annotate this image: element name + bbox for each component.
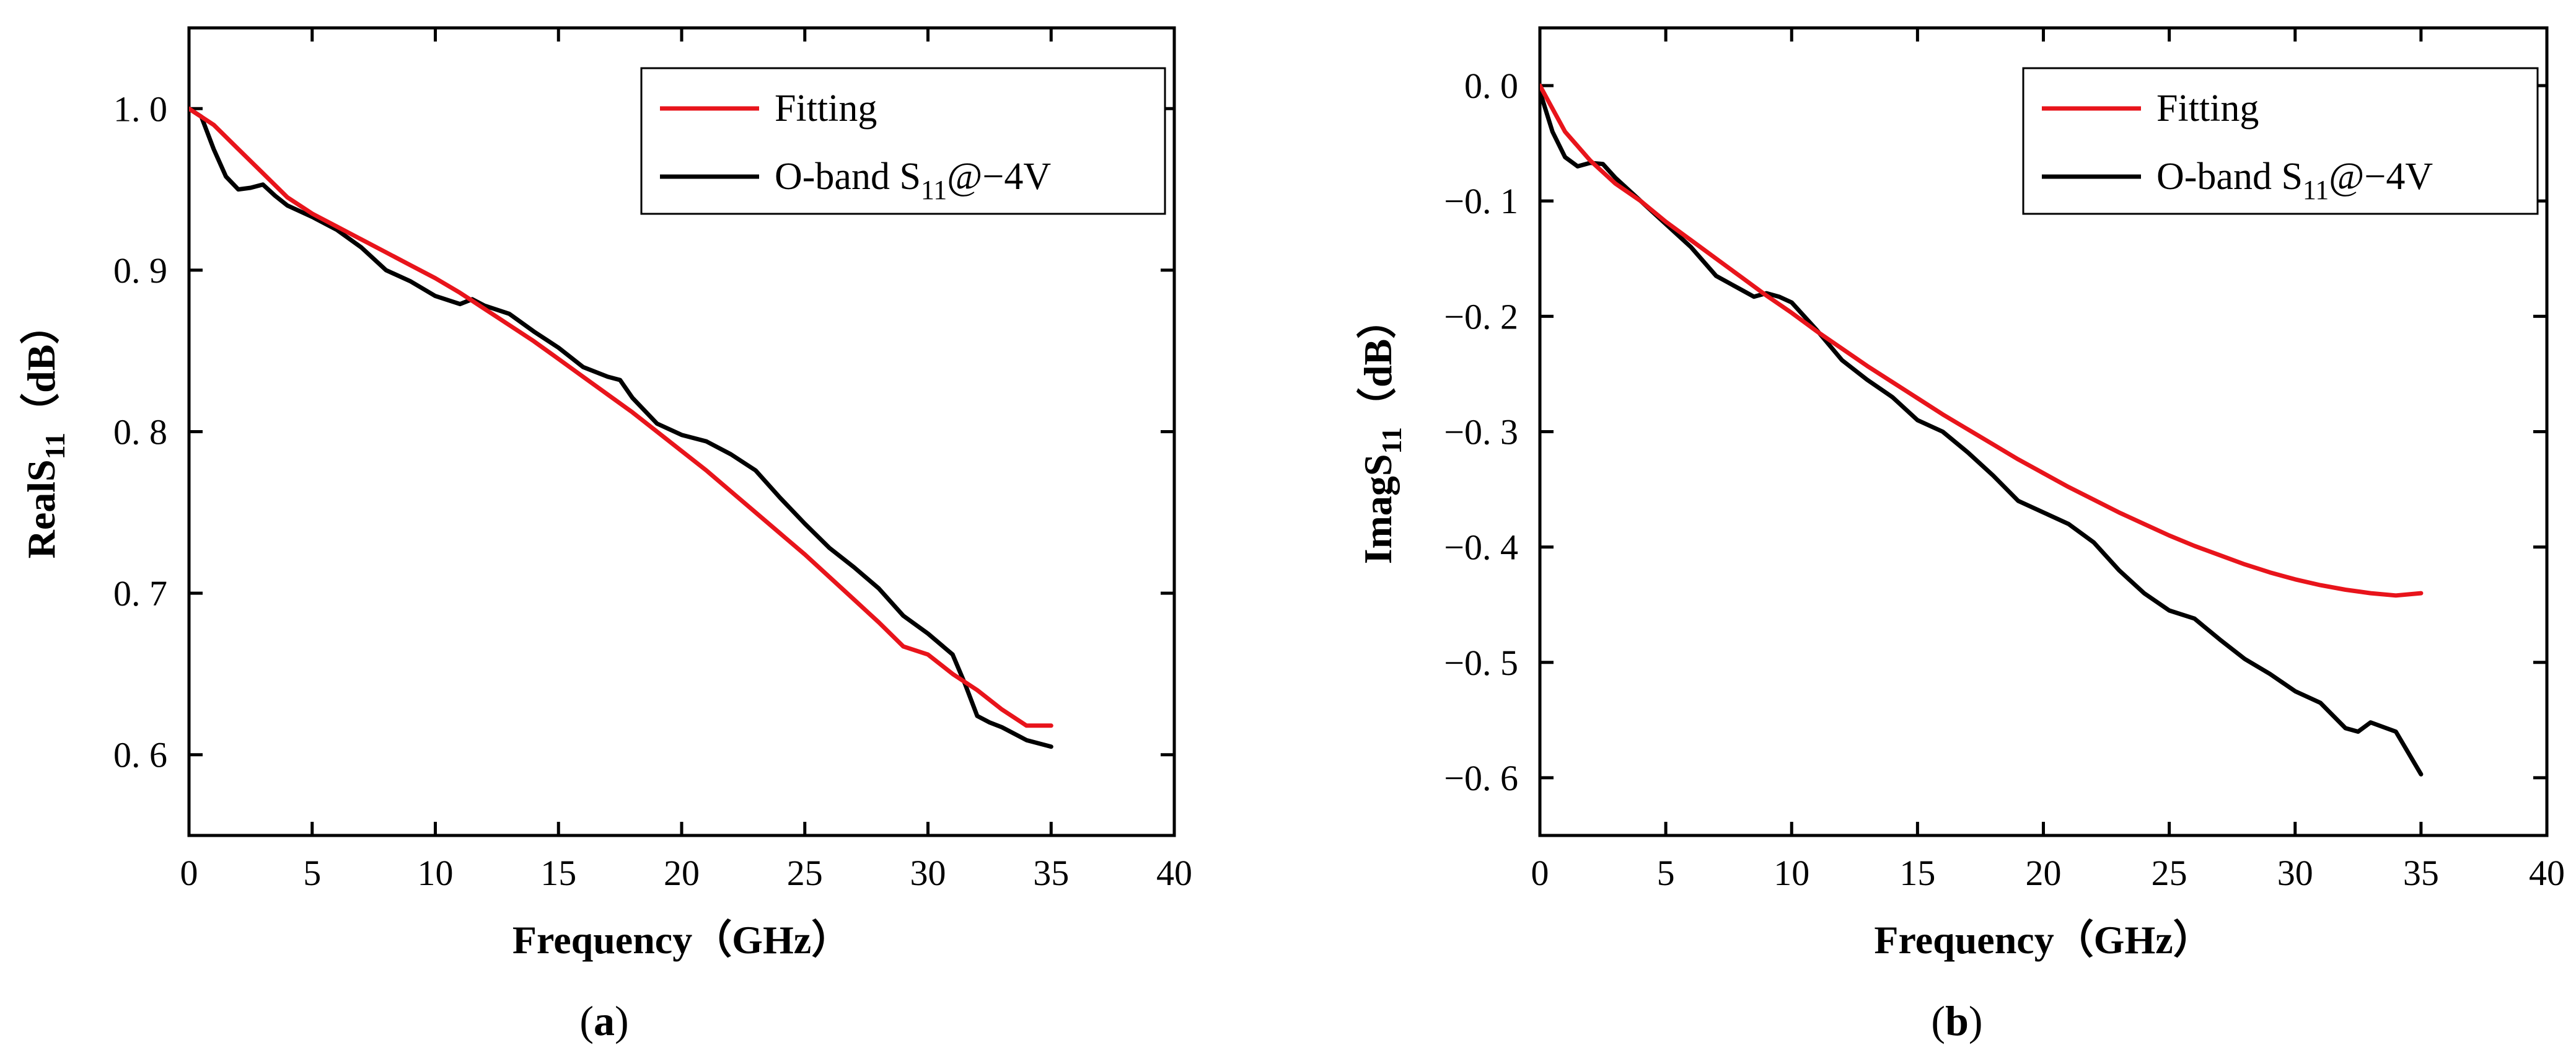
y-tick-label: −0. 3 xyxy=(1444,412,1518,452)
x-tick-label: 20 xyxy=(664,853,700,893)
y-axis: 0. 6 0. 7 0. 8 0. 9 1. 0 xyxy=(113,89,1174,775)
y-axis-title: ImagS11（dB） xyxy=(1356,299,1407,565)
x-tick-label: 40 xyxy=(1156,853,1192,893)
panel-caption: (b) xyxy=(1931,997,1982,1044)
x-tick-label: 30 xyxy=(2277,853,2313,893)
series-line-fitting xyxy=(1540,83,2424,598)
x-axis-title: Frequency（GHz） xyxy=(512,918,851,962)
x-tick-label: 25 xyxy=(2152,853,2187,893)
x-tick-label: 30 xyxy=(910,853,946,893)
legend: Fitting O-band S11@−4V xyxy=(2022,67,2539,215)
series-line-measured xyxy=(1540,89,2424,777)
x-axis: 0 5 10 15 20 25 30 35 40 xyxy=(1531,28,2565,893)
y-axis: −0. 6 −0. 5 −0. 4 −0. 3 −0. 2 −0. 1 0. 0 xyxy=(1444,66,2547,798)
legend: Fitting O-band S11@−4V xyxy=(640,67,1166,215)
y-tick-label: 0. 9 xyxy=(113,250,167,291)
series-line-fitting xyxy=(189,106,1053,728)
panel-caption: (a) xyxy=(579,997,628,1044)
y-tick-label: 0. 0 xyxy=(1464,66,1518,106)
x-tick-label: 5 xyxy=(1657,853,1675,893)
x-tick-label: 25 xyxy=(787,853,823,893)
x-tick-label: 20 xyxy=(2026,853,2062,893)
x-tick-label: 5 xyxy=(303,853,321,893)
y-tick-label: 0. 7 xyxy=(113,573,167,614)
y-tick-label: 0. 6 xyxy=(113,735,167,775)
y-tick-label: 0. 8 xyxy=(113,412,167,452)
series-group xyxy=(1540,83,2424,777)
y-tick-label: −0. 6 xyxy=(1444,758,1518,798)
x-tick-label: 35 xyxy=(2403,853,2439,893)
x-tick-label: 0 xyxy=(1531,853,1549,893)
y-tick-label: −0. 2 xyxy=(1444,296,1518,337)
legend-label: O-band S11@−4V xyxy=(775,156,1051,205)
series-group xyxy=(189,106,1053,749)
y-tick-label: −0. 4 xyxy=(1444,527,1518,568)
x-tick-label: 40 xyxy=(2529,853,2565,893)
legend-box xyxy=(2022,67,2539,215)
y-axis-title: RealS11（dB） xyxy=(19,305,71,559)
x-tick-label: 15 xyxy=(540,853,576,893)
legend-label: Fitting xyxy=(775,87,877,130)
y-tick-label: −0. 5 xyxy=(1444,643,1518,683)
chart-panel-a: 0 5 10 15 20 25 30 35 40 0. 6 0. 7 0. 8 0. 9 1. 0 Fitt… xyxy=(19,26,1192,1044)
x-tick-label: 10 xyxy=(418,853,454,893)
x-axis-title: Frequency（GHz） xyxy=(1874,918,2212,962)
legend-label: Fitting xyxy=(2156,87,2259,130)
x-tick-label: 10 xyxy=(1774,853,1809,893)
x-tick-label: 0 xyxy=(180,853,198,893)
x-tick-label: 35 xyxy=(1033,853,1069,893)
y-tick-label: 1. 0 xyxy=(113,89,167,129)
legend-label: O-band S11@−4V xyxy=(2156,156,2433,205)
x-tick-label: 15 xyxy=(1899,853,1935,893)
x-axis: 0 5 10 15 20 25 30 35 40 xyxy=(180,28,1192,893)
series-line-measured xyxy=(189,106,1053,749)
y-tick-label: −0. 1 xyxy=(1444,181,1518,221)
chart-panel-b: 0 5 10 15 20 25 30 35 40−0. 6−0. 5−0. 4−0. 3−0. … xyxy=(1356,26,2565,1044)
legend-box xyxy=(640,67,1166,215)
